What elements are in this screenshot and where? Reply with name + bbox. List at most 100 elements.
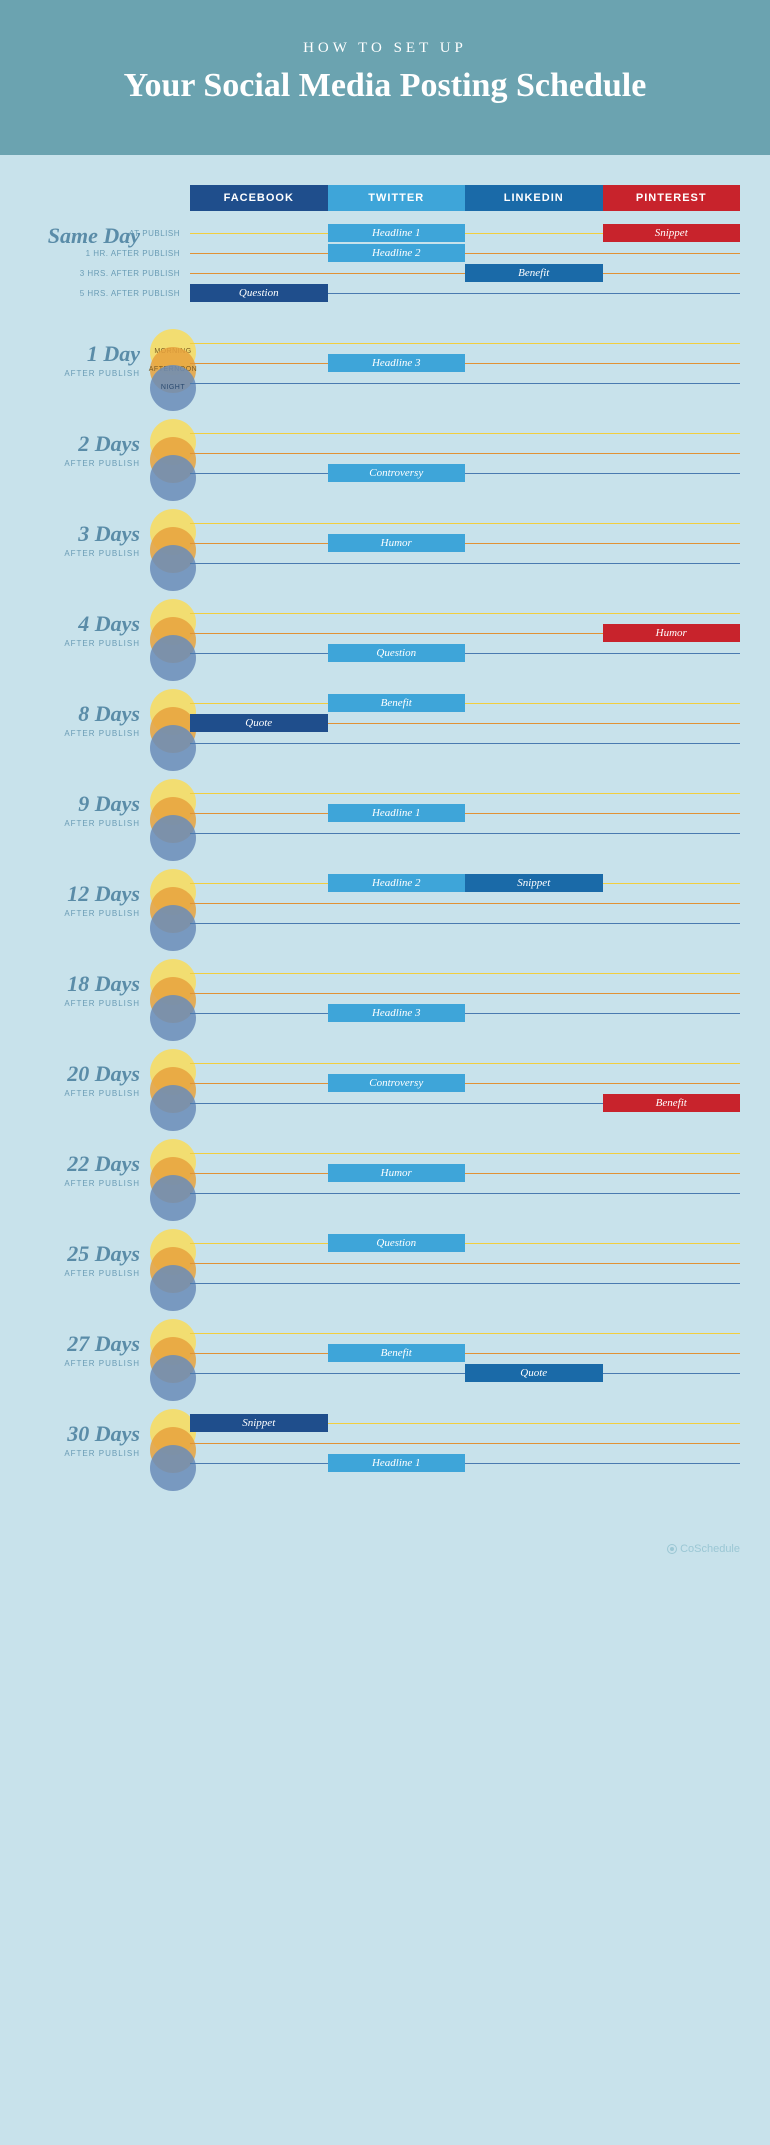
- schedule-row: [190, 373, 740, 393]
- post-pill: Controversy: [328, 1074, 466, 1092]
- rows: BenefitQuote: [190, 1323, 740, 1383]
- row-line: [190, 1443, 740, 1444]
- rows: Headline 3: [190, 963, 740, 1023]
- schedule-row: Humor: [190, 1163, 740, 1183]
- section-label: 22 Days AFTER PUBLISH: [30, 1151, 140, 1188]
- section-label-big: 1 Day: [30, 341, 140, 367]
- row-line: [190, 383, 740, 384]
- section-label: 3 DaysAFTER PUBLISH: [30, 521, 140, 558]
- section: 18 Days AFTER PUBLISH Headline 3: [30, 963, 740, 1023]
- post-pill: Benefit: [328, 694, 466, 712]
- post-pill: Humor: [603, 624, 741, 642]
- schedule-row: [190, 1053, 740, 1073]
- post-pill: Question: [328, 1234, 466, 1252]
- schedule-row: Question: [190, 643, 740, 663]
- schedule-row: [190, 893, 740, 913]
- section-label-small: AFTER PUBLISH: [30, 639, 140, 648]
- post-pill: Question: [328, 644, 466, 662]
- section-label-big: 9 Days: [30, 791, 140, 817]
- schedule-row: [190, 333, 740, 353]
- sections-container: Same DayAT PUBLISHHeadline 1Snippet1 HR.…: [30, 223, 740, 1473]
- section-label-small: AFTER PUBLISH: [30, 1269, 140, 1278]
- post-pill: Controversy: [328, 464, 466, 482]
- schedule-row: Headline 2Snippet: [190, 873, 740, 893]
- row-line: [190, 973, 740, 974]
- section-label-big: 12 Days: [30, 881, 140, 907]
- footer: CoSchedule: [0, 1543, 770, 1580]
- schedule-row: [190, 733, 740, 753]
- row-line: [190, 453, 740, 454]
- header: HOW TO SET UP Your Social Media Posting …: [0, 0, 770, 155]
- section-label-small: AFTER PUBLISH: [30, 459, 140, 468]
- section-label-big: 20 Days: [30, 1061, 140, 1087]
- rows: Humor: [190, 1143, 740, 1203]
- rows: ControversyBenefit: [190, 1053, 740, 1113]
- row-sublabel: 1 HR. AFTER PUBLISH: [60, 249, 190, 258]
- section-label: 25 DaysAFTER PUBLISH: [30, 1241, 140, 1278]
- section: 8 DaysAFTER PUBLISH BenefitQuote: [30, 693, 740, 753]
- schedule-row: Benefit: [190, 1343, 740, 1363]
- section: Same DayAT PUBLISHHeadline 1Snippet1 HR.…: [30, 223, 740, 303]
- schedule-row: [190, 1183, 740, 1203]
- post-pill: Benefit: [465, 264, 603, 282]
- section: 12 Days AFTER PUBLISH Headline 2Snippet: [30, 873, 740, 933]
- section-label-small: AFTER PUBLISH: [30, 1179, 140, 1188]
- column-header-pinterest: PINTEREST: [603, 185, 741, 211]
- post-pill: Snippet: [465, 874, 603, 892]
- row-line: [190, 923, 740, 924]
- section-label: 18 Days AFTER PUBLISH: [30, 971, 140, 1008]
- row-line: [190, 793, 740, 794]
- section: 22 Days AFTER PUBLISH Humor: [30, 1143, 740, 1203]
- schedule-row: Humor: [190, 623, 740, 643]
- section-label: 8 DaysAFTER PUBLISH: [30, 701, 140, 738]
- section-label: 4 Days AFTER PUBLISH: [30, 611, 140, 648]
- section-label-big: 3 Days: [30, 521, 140, 547]
- rows: Humor: [190, 513, 740, 573]
- schedule-row: 5 HRS. AFTER PUBLISHQuestion: [190, 283, 740, 303]
- schedule-row: Question: [190, 1233, 740, 1253]
- row-line: [190, 653, 740, 654]
- section-label: 9 Days AFTER PUBLISH: [30, 791, 140, 828]
- row-line: [190, 1083, 740, 1084]
- section-label-big: 22 Days: [30, 1151, 140, 1177]
- schedule-row: Headline 3: [190, 353, 740, 373]
- section-label-small: AFTER PUBLISH: [30, 909, 140, 918]
- row-sublabel: 3 HRS. AFTER PUBLISH: [60, 269, 190, 278]
- schedule-row: Humor: [190, 533, 740, 553]
- post-pill: Headline 1: [328, 1454, 466, 1472]
- section: 1 DayAFTER PUBLISHMORNINGAFTERNOONNIGHTH…: [30, 333, 740, 393]
- schedule-row: [190, 963, 740, 983]
- schedule-row: Headline 1: [190, 803, 740, 823]
- section-label-small: AFTER PUBLISH: [30, 819, 140, 828]
- section: 27 DaysAFTER PUBLISHBenefitQuote: [30, 1323, 740, 1383]
- schedule-row: [190, 1143, 740, 1163]
- section-label: 30 DaysAFTER PUBLISH: [30, 1421, 140, 1458]
- section-label-big: 18 Days: [30, 971, 140, 997]
- post-pill: Headline 3: [328, 354, 466, 372]
- section-label-big: 4 Days: [30, 611, 140, 637]
- row-sublabel: AT PUBLISH: [60, 229, 190, 238]
- section-label-small: AFTER PUBLISH: [30, 999, 140, 1008]
- section-label-small: AFTER PUBLISH: [30, 1359, 140, 1368]
- schedule-row: Quote: [190, 1363, 740, 1383]
- post-pill: Headline 2: [328, 244, 466, 262]
- row-line: [190, 743, 740, 744]
- row-line: [190, 1013, 740, 1014]
- section-label-big: 2 Days: [30, 431, 140, 457]
- post-pill: Quote: [190, 714, 328, 732]
- row-line: [190, 563, 740, 564]
- rows: Headline 3: [190, 333, 740, 393]
- section-label-big: 8 Days: [30, 701, 140, 727]
- schedule-row: [190, 1273, 740, 1293]
- section: 30 DaysAFTER PUBLISH Snippet Headline 1: [30, 1413, 740, 1473]
- post-pill: Quote: [465, 1364, 603, 1382]
- schedule-row: Controversy: [190, 463, 740, 483]
- schedule-row: Headline 1: [190, 1453, 740, 1473]
- rows: Headline 1: [190, 783, 740, 843]
- section-label: 12 Days AFTER PUBLISH: [30, 881, 140, 918]
- row-line: [190, 543, 740, 544]
- schedule-row: [190, 783, 740, 803]
- schedule-row: Snippet: [190, 1413, 740, 1433]
- schedule-row: [190, 603, 740, 623]
- section: 3 DaysAFTER PUBLISH Humor: [30, 513, 740, 573]
